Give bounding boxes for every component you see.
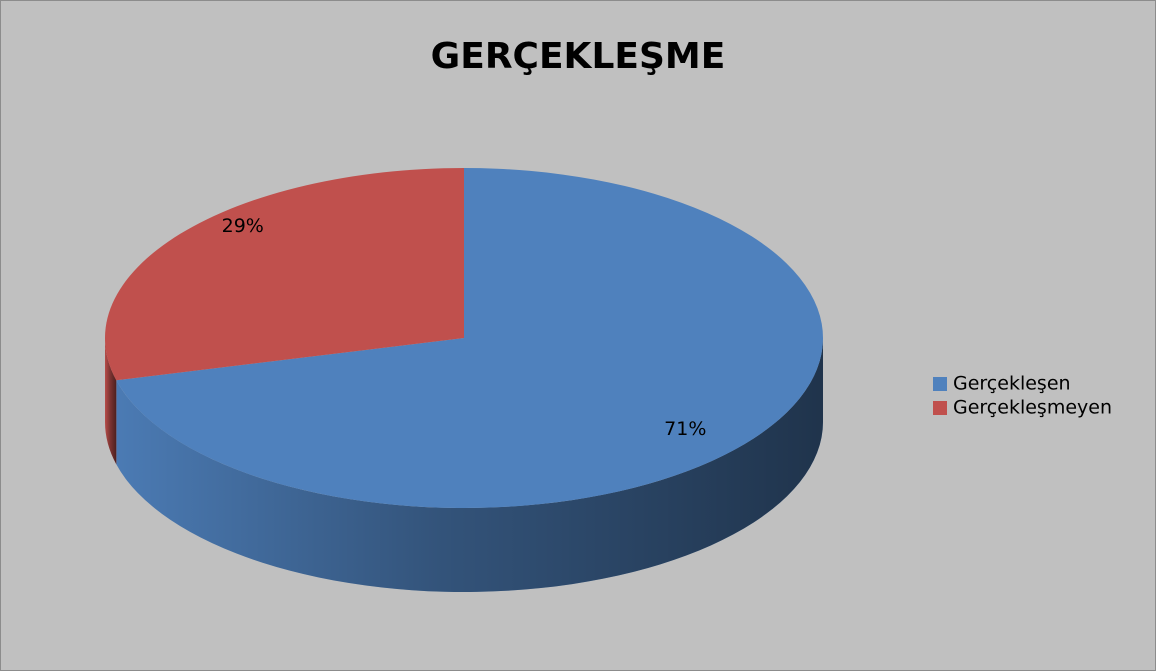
legend-label: Gerçekleşen: [953, 373, 1071, 395]
legend-label: Gerçekleşmeyen: [953, 397, 1112, 419]
chart-title: GERÇEKLEŞME: [431, 36, 726, 77]
legend-swatch: [933, 377, 947, 391]
data-label: 29%: [222, 215, 264, 237]
slice-side-shade: [105, 338, 117, 465]
slice-side-shade: [116, 338, 824, 593]
slice: [116, 168, 823, 508]
data-label: 71%: [664, 418, 706, 440]
legend-swatch: [933, 401, 947, 415]
slice: [104, 168, 464, 381]
